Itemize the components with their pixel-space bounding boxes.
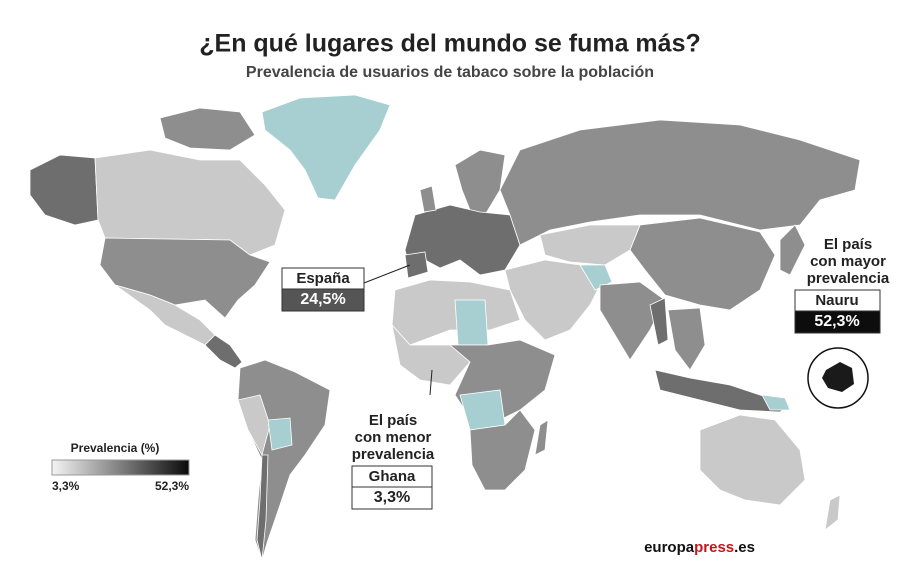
caption: El país: [824, 236, 872, 253]
country-value: 52,3%: [814, 313, 859, 330]
country-value: 24,5%: [300, 291, 345, 308]
central-america: [204, 334, 243, 369]
central-asia: [539, 224, 641, 266]
callout-box: [281, 288, 365, 312]
australia: [699, 414, 806, 506]
peru-region: [237, 394, 271, 457]
madagascar: [534, 419, 549, 456]
country-name: Nauru: [815, 292, 858, 309]
source-part: europa: [644, 539, 695, 556]
afghanistan: [579, 264, 613, 291]
source-part: .es: [734, 539, 755, 556]
greenland: [261, 94, 391, 201]
nauru-shape: [822, 362, 854, 392]
legend-title: Prevalencia (%): [71, 441, 160, 455]
leader-line: [363, 264, 411, 284]
myanmar: [649, 297, 669, 346]
arctic-islands: [159, 107, 256, 151]
country-name: Ghana: [369, 468, 416, 485]
legend-gradient: [51, 459, 190, 476]
legend-max: 52,3%: [155, 479, 189, 493]
leader-line: [429, 369, 433, 396]
caption: prevalencia: [352, 446, 435, 463]
china: [629, 217, 776, 311]
callout-box: [351, 486, 433, 510]
country-value: 3,3%: [374, 489, 410, 506]
callout-box: [794, 310, 881, 334]
source-part: press: [694, 539, 734, 556]
chile: [256, 454, 269, 561]
alaska: [29, 154, 99, 226]
title: ¿En qué lugares del mundo se fuma más?: [199, 30, 701, 58]
spain: [404, 251, 429, 279]
country-name: España: [296, 270, 350, 287]
caption: con menor: [355, 429, 432, 446]
japan: [779, 224, 806, 276]
southern-africa: [469, 409, 536, 491]
southeast-asia: [667, 307, 706, 371]
papua: [761, 394, 791, 411]
west-africa: [391, 323, 471, 386]
new-zealand: [824, 494, 841, 531]
south-america: [237, 359, 331, 562]
congo-region: [459, 389, 506, 431]
russia: [499, 119, 861, 246]
world-map: [29, 94, 861, 562]
caption: prevalencia: [807, 270, 890, 287]
legend-min: 3,3%: [52, 479, 80, 493]
caption: El país: [369, 412, 417, 429]
canada: [94, 149, 286, 256]
uk: [419, 185, 437, 213]
scandinavia: [454, 149, 506, 216]
india: [599, 281, 666, 361]
source: europapress.es: [644, 539, 755, 556]
caption: con mayor: [810, 253, 886, 270]
subtitle: Prevalencia de usuarios de tabaco sobre …: [246, 64, 654, 81]
middle-east: [504, 259, 601, 341]
bolivia: [267, 417, 293, 451]
sahel-region: [454, 299, 489, 346]
